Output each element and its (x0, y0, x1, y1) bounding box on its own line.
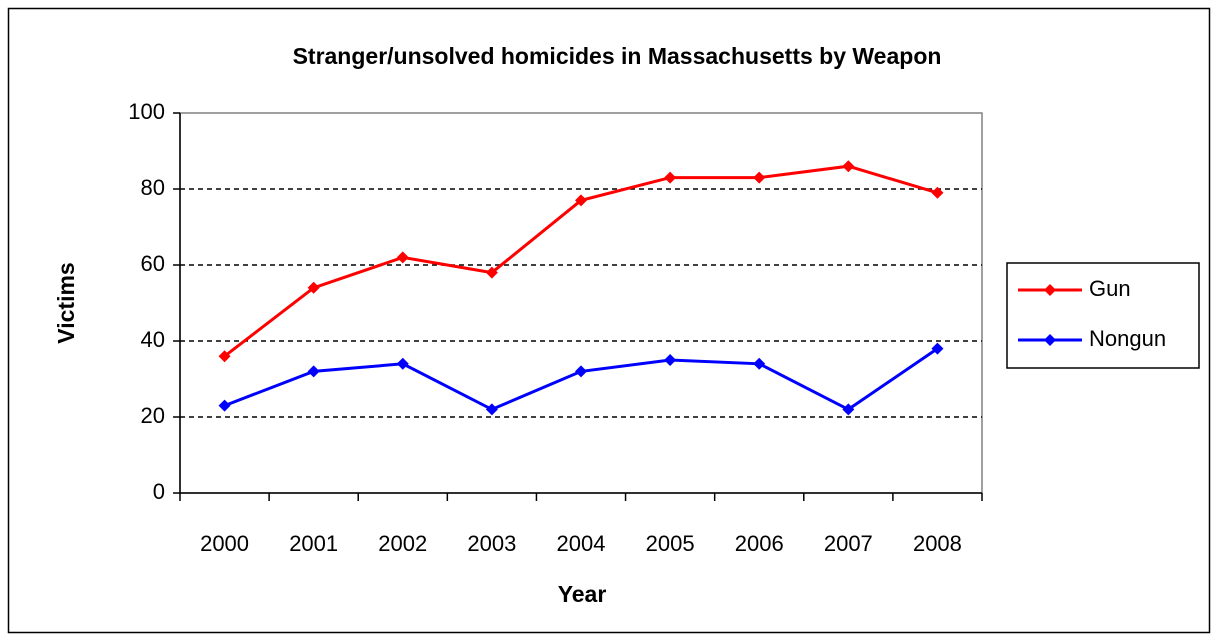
data-point (664, 354, 677, 366)
data-point (485, 266, 498, 279)
data-point (218, 350, 231, 363)
legend-label: Gun (1089, 276, 1131, 301)
x-tick-label: 2004 (557, 531, 606, 556)
x-tick-label: 2000 (200, 531, 249, 556)
data-point (931, 342, 944, 355)
y-tick-label: 40 (141, 327, 165, 352)
data-point (753, 357, 766, 370)
x-tick-label: 2008 (913, 531, 962, 556)
chart-title: Stranger/unsolved homicides in Massachus… (293, 43, 942, 69)
y-tick-label: 80 (141, 175, 165, 200)
data-point (842, 403, 855, 416)
data-point (307, 281, 320, 294)
x-axis-label: Year (558, 581, 607, 607)
x-tick-label: 2006 (735, 531, 784, 556)
legend-marker (1044, 284, 1056, 296)
legend (1006, 262, 1200, 369)
data-point (218, 399, 231, 412)
plot-area (179, 112, 983, 494)
data-point (485, 403, 498, 416)
data-point (842, 160, 855, 173)
data-point (931, 186, 944, 199)
data-point (664, 171, 677, 184)
y-tick-label: 60 (141, 251, 165, 276)
y-axis-label: Victims (53, 262, 79, 343)
data-point (396, 357, 409, 370)
legend-marker (1044, 334, 1056, 346)
legend-label: Nongun (1089, 326, 1166, 351)
y-tick-label: 20 (141, 403, 165, 428)
data-point (396, 251, 409, 264)
y-tick-label: 0 (153, 479, 165, 504)
x-tick-label: 2007 (824, 531, 873, 556)
x-tick-label: 2005 (646, 531, 695, 556)
y-tick-label: 100 (128, 99, 165, 124)
data-point (575, 365, 587, 378)
data-point (307, 365, 320, 378)
x-tick-label: 2003 (467, 531, 516, 556)
x-tick-label: 2002 (378, 531, 427, 556)
x-tick-label: 2001 (289, 531, 338, 556)
data-point (753, 171, 766, 184)
data-point (575, 194, 587, 207)
